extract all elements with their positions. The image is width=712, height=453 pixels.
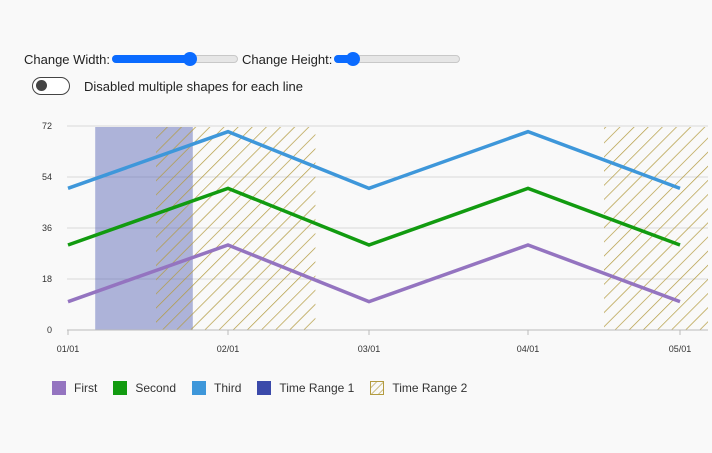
toggle-knob — [36, 80, 47, 91]
multiple-shapes-toggle-row: Disabled multiple shapes for each line — [32, 77, 303, 95]
y-tick-label: 18 — [42, 274, 52, 284]
axis-layer: 0 18 36 54 72 01/01 02/01 03/01 04/01 05/01 — [42, 121, 708, 354]
legend-swatch-time-range-2 — [370, 381, 385, 395]
toggle-label: Disabled multiple shapes for each line — [84, 78, 303, 94]
x-tick-label: 03/01 — [358, 344, 381, 354]
legend-swatch-third — [192, 381, 207, 395]
legend-item-time-range-2[interactable]: Time Range 2 — [370, 381, 467, 395]
y-tick-label: 36 — [42, 223, 52, 233]
width-slider-fill — [112, 55, 191, 63]
time-range-2 — [604, 127, 708, 330]
x-tick-label: 05/01 — [669, 344, 692, 354]
legend-item-second[interactable]: Second — [113, 381, 176, 395]
legend-label-third: Third — [214, 381, 242, 395]
multiple-shapes-toggle[interactable] — [32, 77, 70, 95]
x-tick-label: 01/01 — [57, 344, 80, 354]
time-range-2 — [156, 127, 316, 330]
y-tick-label: 72 — [42, 121, 52, 131]
width-slider[interactable] — [112, 50, 238, 68]
y-tick-label: 0 — [47, 325, 52, 335]
legend-item-first[interactable]: First — [52, 381, 97, 395]
legend-label-first: First — [74, 381, 98, 395]
height-slider-fill — [334, 55, 354, 63]
line-chart: 0 18 36 54 72 01/01 02/01 03/01 04/01 05/01 — [42, 121, 708, 354]
height-label: Change Height: — [242, 51, 333, 67]
legend-item-third[interactable]: Third — [192, 381, 241, 395]
x-tick-label: 04/01 — [517, 344, 540, 354]
legend-label-time-range-1: Time Range 1 — [279, 381, 355, 395]
legend-swatch-time-range-1 — [257, 381, 272, 395]
size-controls: Change Width: Change Height: — [24, 50, 464, 68]
legend-swatch-second — [113, 381, 128, 395]
legend-label-time-range-2: Time Range 2 — [392, 381, 468, 395]
height-slider-thumb[interactable] — [346, 52, 361, 66]
legend-swatch-first — [52, 381, 66, 395]
legend: First Second Third Time Range 1 Time Ran… — [52, 381, 483, 395]
width-label: Change Width: — [24, 51, 110, 67]
width-slider-thumb[interactable] — [183, 52, 198, 66]
x-tick-label: 02/01 — [217, 344, 240, 354]
time-range-layer — [95, 127, 708, 330]
series-layer — [67, 129, 681, 304]
legend-item-time-range-1[interactable]: Time Range 1 — [257, 381, 354, 395]
height-slider[interactable] — [334, 50, 461, 68]
legend-label-second: Second — [135, 381, 177, 395]
y-tick-label: 54 — [42, 172, 52, 182]
